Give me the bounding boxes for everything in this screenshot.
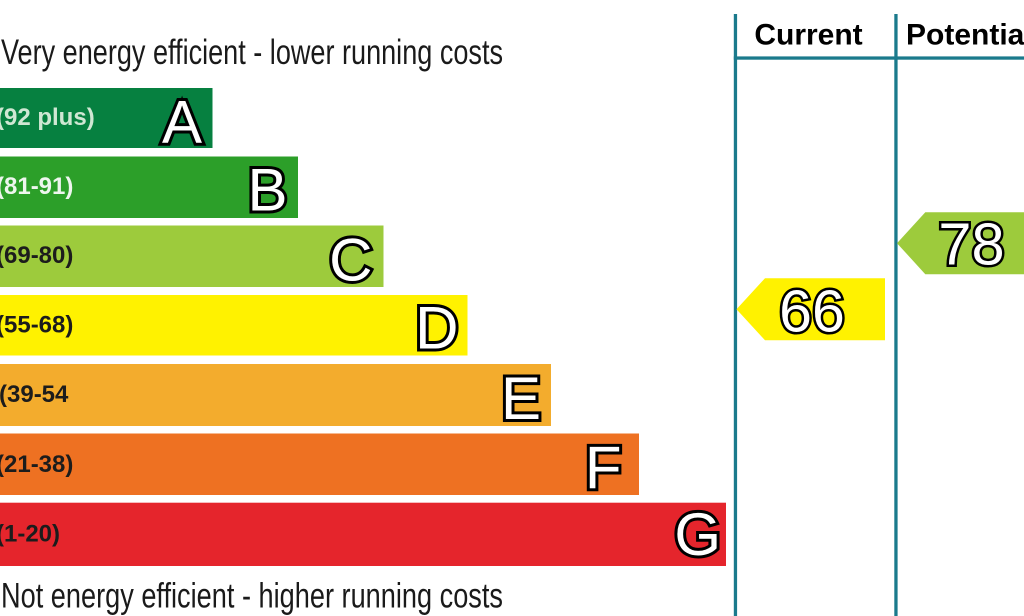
svg-text:(81-91): (81-91) [0, 173, 73, 200]
svg-text:(1-20): (1-20) [0, 521, 60, 548]
svg-text:(21-38): (21-38) [0, 451, 73, 478]
svg-text:Potential: Potential [906, 19, 1024, 52]
svg-text:E: E [501, 365, 541, 432]
svg-text:F: F [585, 435, 622, 502]
svg-text:78: 78 [938, 211, 1004, 278]
svg-text:Not energy efficient - higher: Not energy efficient - higher running co… [1, 576, 503, 615]
svg-text:(92 plus): (92 plus) [0, 104, 95, 131]
svg-text:66: 66 [779, 279, 845, 345]
svg-text:C: C [329, 227, 372, 294]
svg-text:(69-80): (69-80) [0, 242, 73, 269]
svg-text:D: D [415, 295, 458, 362]
svg-text:A: A [162, 89, 202, 156]
svg-text:(55-68): (55-68) [0, 312, 73, 339]
svg-text:Current: Current [754, 19, 862, 52]
svg-text:Very energy efficient - lower: Very energy efficient - lower running co… [1, 33, 503, 72]
svg-text:G: G [674, 501, 721, 568]
svg-text:(39-54: (39-54 [0, 381, 69, 408]
svg-text:B: B [247, 157, 287, 224]
